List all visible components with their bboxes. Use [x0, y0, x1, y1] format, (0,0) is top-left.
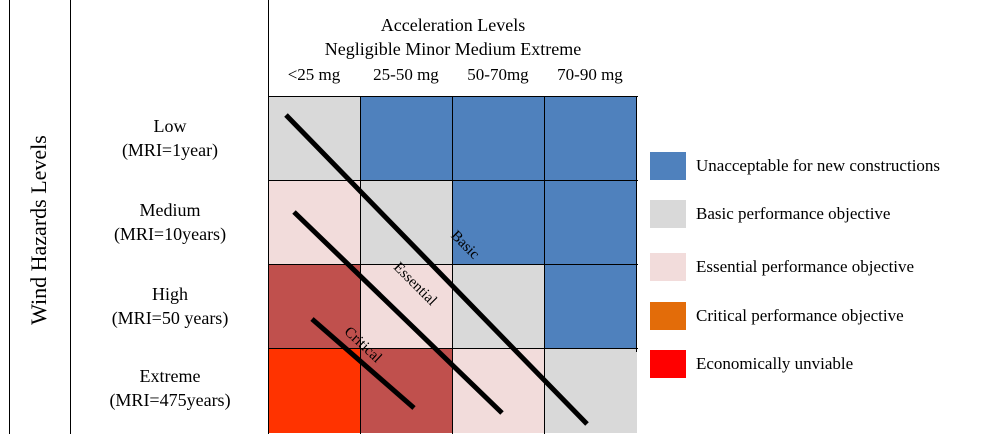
matrix-vertical-gridline — [452, 96, 453, 434]
table-left-border — [9, 0, 10, 434]
legend-swatch-legend_critical — [650, 302, 686, 330]
matrix-cell-essential — [269, 181, 361, 265]
matrix-vertical-gridline — [544, 96, 545, 434]
row-label-high-name: High — [152, 284, 188, 304]
column-header-3: 50-70mg — [467, 65, 529, 84]
matrix-cell-critical — [361, 349, 453, 433]
matrix-cell-basic — [269, 97, 361, 181]
legend-label-basic: Basic performance objective — [696, 204, 891, 223]
matrix-cell-unacceptable — [453, 97, 545, 181]
header-bottom-line — [268, 96, 638, 97]
label-column-divider — [70, 0, 71, 434]
basic-diagonal-label: Basic — [447, 228, 482, 263]
matrix-cell-unacceptable — [545, 265, 637, 349]
legend-swatch-essential — [650, 253, 686, 281]
matrix-cell-critical — [269, 265, 361, 349]
critical-diagonal-label: Critical — [341, 324, 385, 366]
matrix-cell-unacceptable — [545, 97, 637, 181]
matrix-horizontal-gridline — [268, 264, 638, 265]
row-label-high-mri: (MRI=50 years) — [111, 308, 229, 328]
essential-diagonal-line — [292, 210, 504, 415]
column-header-2: 25-50 mg — [373, 65, 439, 84]
acceleration-levels-title: Acceleration Levels — [380, 15, 526, 35]
matrix-vertical-gridline — [268, 96, 269, 434]
acceleration-level-names: Negligible Minor Medium Extreme — [324, 39, 582, 59]
row-label-medium: Medium (MRI=10years) — [72, 198, 268, 246]
matrix-vertical-gridline — [360, 96, 361, 434]
matrix-cell-basic — [361, 181, 453, 265]
legend-label-essential: Essential performance objective — [696, 257, 915, 276]
matrix-cell-essential — [361, 265, 453, 349]
basic-diagonal-line — [284, 113, 589, 426]
legend-swatch-basic — [650, 200, 686, 228]
row-label-low-name: Low — [153, 116, 187, 136]
critical-diagonal-line — [310, 317, 416, 410]
row-label-medium-mri: (MRI=10years) — [113, 224, 227, 244]
matrix-horizontal-gridline — [268, 348, 638, 349]
matrix-cell-unviable — [269, 349, 361, 433]
row-label-extreme-mri: (MRI=475years) — [109, 390, 231, 410]
row-label-medium-name: Medium — [139, 200, 201, 220]
row-label-extreme-name: Extreme — [139, 366, 201, 386]
matrix-cell-unacceptable — [545, 181, 637, 265]
legend-swatch-unacceptable — [650, 152, 686, 180]
row-label-extreme: Extreme (MRI=475years) — [72, 364, 268, 412]
column-header-4: 70-90 mg — [557, 65, 623, 84]
matrix-vertical-gridline — [636, 96, 637, 352]
matrix-cell-unacceptable — [453, 181, 545, 265]
legend-label-legend_unviable: Economically unviable — [696, 354, 854, 373]
column-header-1: <25 mg — [287, 65, 341, 84]
row-label-low: Low (MRI=1year) — [72, 114, 268, 162]
row-label-high: High (MRI=50 years) — [72, 282, 268, 330]
legend-label-legend_critical: Critical performance objective — [696, 306, 904, 325]
matrix-cell-unacceptable — [361, 97, 453, 181]
legend-swatch-legend_unviable — [650, 350, 686, 378]
matrix-horizontal-gridline — [268, 180, 638, 181]
legend-label-unacceptable: Unacceptable for new constructions — [696, 156, 941, 175]
row-label-low-mri: (MRI=1year) — [121, 140, 219, 160]
matrix-cell-basic — [545, 349, 637, 433]
